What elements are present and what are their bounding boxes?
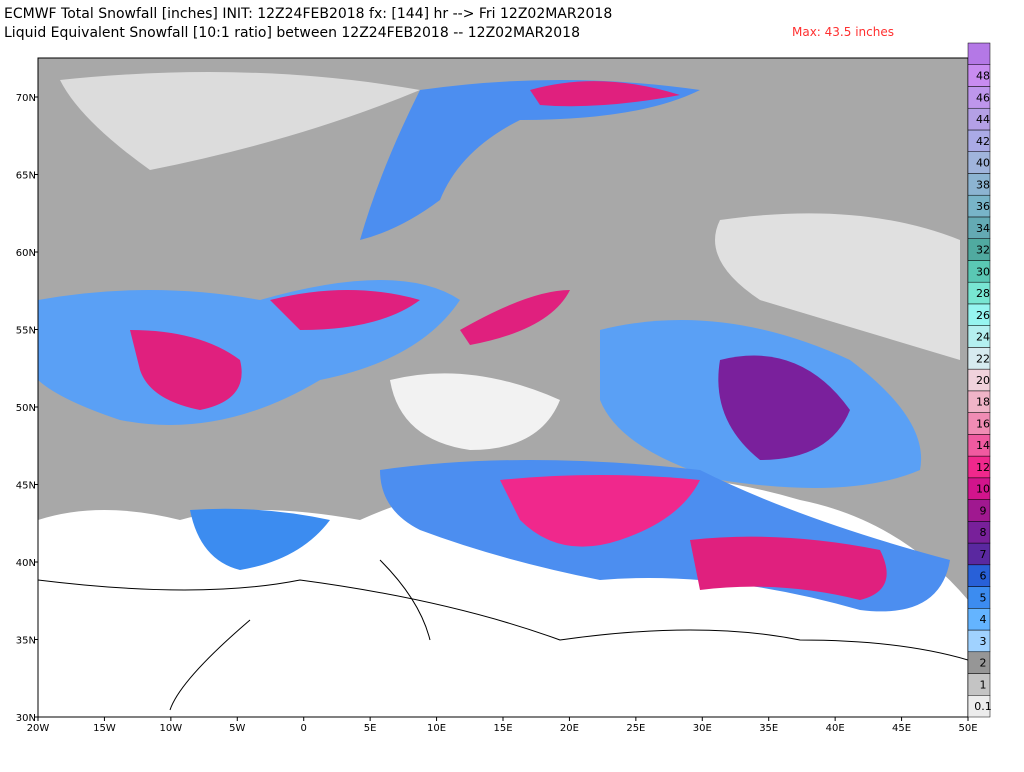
colorbar-label: 24 bbox=[976, 331, 990, 344]
snow-heavy bbox=[530, 81, 680, 107]
snow-heavy bbox=[460, 290, 570, 345]
lat-label: 60N bbox=[16, 248, 36, 259]
colorbar-box bbox=[967, 64, 991, 87]
colorbar-label: 38 bbox=[976, 178, 990, 191]
lon-label: 15W bbox=[93, 723, 116, 734]
snow-heavy bbox=[270, 290, 420, 330]
colorbar-label: 44 bbox=[976, 113, 990, 126]
colorbar-label: 1 bbox=[980, 678, 987, 691]
lat-label: 30N bbox=[16, 713, 36, 724]
lon-label: 35E bbox=[759, 723, 778, 734]
colorbar-label: 18 bbox=[976, 396, 990, 409]
snow-heavy bbox=[690, 536, 887, 600]
colorbar-label: 14 bbox=[976, 439, 990, 452]
lon-label: 10W bbox=[160, 723, 183, 734]
lon-label: 5E bbox=[364, 723, 377, 734]
colorbar-label: 28 bbox=[976, 287, 990, 300]
colorbar-label: 2 bbox=[980, 657, 987, 670]
colorbar-label: 20 bbox=[976, 374, 990, 387]
lon-label: 30E bbox=[693, 723, 712, 734]
lat-label: 50N bbox=[16, 403, 36, 414]
colorbar-label: 12 bbox=[976, 461, 990, 474]
lon-label: 40E bbox=[826, 723, 845, 734]
lon-label: 20W bbox=[27, 723, 50, 734]
colorbar-label: 8 bbox=[980, 526, 987, 539]
lat-label: 55N bbox=[16, 326, 36, 337]
colorbar-label: 36 bbox=[976, 200, 990, 213]
colorbar-label: 32 bbox=[976, 244, 990, 257]
colorbar-label: 42 bbox=[976, 135, 990, 148]
colorbar-label: 5 bbox=[980, 591, 987, 604]
colorbar-label: 48 bbox=[976, 70, 990, 83]
colorbar-label: 4 bbox=[980, 613, 987, 626]
snow-trace bbox=[715, 213, 960, 360]
snow-heavy bbox=[500, 475, 700, 547]
lon-label: 45E bbox=[892, 723, 911, 734]
colorbar-label: 3 bbox=[980, 635, 987, 648]
lon-label: 20E bbox=[560, 723, 579, 734]
colorbar-label: 6 bbox=[980, 570, 987, 583]
colorbar-label: 0.1 bbox=[974, 700, 992, 713]
colorbar-label: 16 bbox=[976, 417, 990, 430]
title: ECMWF Total Snowfall [inches] INIT: 12Z2… bbox=[4, 6, 612, 22]
colorbar-label: 10 bbox=[976, 483, 990, 496]
snow-trace bbox=[390, 373, 560, 450]
colorbar-label: 9 bbox=[980, 504, 987, 517]
snow-heavy bbox=[130, 330, 242, 410]
subtitle: Liquid Equivalent Snowfall [10:1 ratio] … bbox=[4, 25, 580, 41]
max-note: Max: 43.5 inches bbox=[792, 25, 894, 39]
snow-blue bbox=[360, 80, 700, 240]
colorbar-label: 7 bbox=[980, 548, 987, 561]
colorbar-label: 30 bbox=[976, 265, 990, 278]
lat-label: 35N bbox=[16, 636, 36, 647]
snow-blue bbox=[190, 508, 330, 570]
colorbar-label: 40 bbox=[976, 157, 990, 170]
map-field bbox=[38, 58, 968, 717]
colorbar-over bbox=[967, 42, 991, 65]
lon-label: 10E bbox=[427, 723, 446, 734]
lon-label: 5W bbox=[229, 723, 245, 734]
lat-label: 45N bbox=[16, 481, 36, 492]
snow-heavy bbox=[718, 355, 850, 460]
snow-trace bbox=[60, 72, 420, 170]
lat-label: 40N bbox=[16, 558, 36, 569]
colorbar-label: 26 bbox=[976, 309, 990, 322]
coastline bbox=[169, 559, 431, 711]
colorbar-label: 34 bbox=[976, 222, 990, 235]
lat-label: 70N bbox=[16, 93, 36, 104]
colorbar-label: 22 bbox=[976, 352, 990, 365]
coastline bbox=[38, 579, 968, 661]
lat-label: 65N bbox=[16, 171, 36, 182]
lon-label: 15E bbox=[493, 723, 512, 734]
lon-label: 50E bbox=[958, 723, 977, 734]
colorbar-label: 46 bbox=[976, 91, 990, 104]
lon-label: 0 bbox=[301, 723, 307, 734]
lon-label: 25E bbox=[626, 723, 645, 734]
